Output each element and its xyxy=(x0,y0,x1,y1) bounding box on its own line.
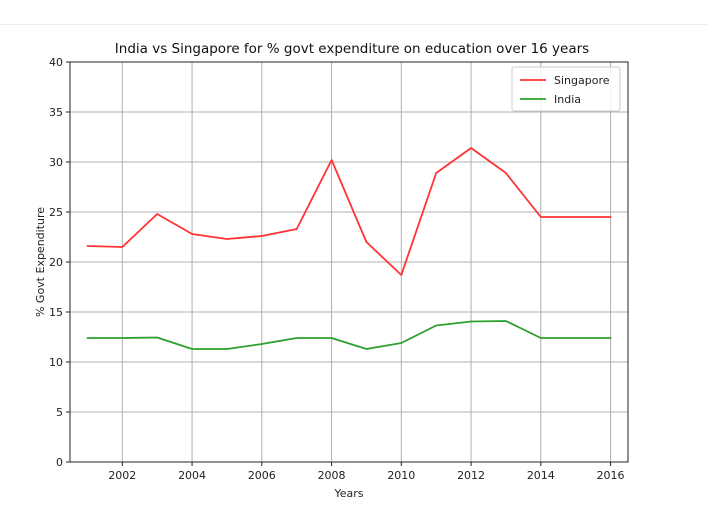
chart-title: India vs Singapore for % govt expenditur… xyxy=(115,41,589,57)
y-tick-label: 35 xyxy=(49,106,63,119)
y-tick-label: 30 xyxy=(49,156,63,169)
x-tick-label: 2012 xyxy=(457,469,485,482)
legend: Singapore India xyxy=(511,66,621,112)
y-tick-label: 25 xyxy=(49,206,63,219)
y-tick-label: 40 xyxy=(49,56,63,69)
x-tick-label: 2014 xyxy=(527,469,555,482)
y-tick-label: 15 xyxy=(49,306,63,319)
x-tick-label: 2016 xyxy=(597,469,625,482)
page-divider xyxy=(0,24,708,25)
legend-label-india: India xyxy=(554,93,581,106)
y-tick-label: 0 xyxy=(56,456,63,469)
x-tick-label: 2002 xyxy=(108,469,136,482)
x-tick-label: 2010 xyxy=(387,469,415,482)
y-tick-label: 10 xyxy=(49,356,63,369)
series-lines xyxy=(86,147,612,350)
x-axis-label: Years xyxy=(333,487,363,500)
x-tick-label: 2006 xyxy=(248,469,276,482)
legend-box xyxy=(511,66,621,112)
y-tick-label: 20 xyxy=(49,256,63,269)
x-tick-label: 2008 xyxy=(318,469,346,482)
y-tick-label: 5 xyxy=(56,406,63,419)
y-axis-label: % Govt Expenditure xyxy=(34,207,47,317)
grid-lines xyxy=(70,61,628,463)
axis-ticks: 2002 2004 2006 2008 2010 2012 2014 2016 0 5 10 15 20… xyxy=(49,56,625,482)
x-tick-label: 2004 xyxy=(178,469,206,482)
series-line-singapore xyxy=(86,147,612,276)
series-line-india xyxy=(86,320,612,350)
legend-label-singapore: Singapore xyxy=(554,74,610,87)
